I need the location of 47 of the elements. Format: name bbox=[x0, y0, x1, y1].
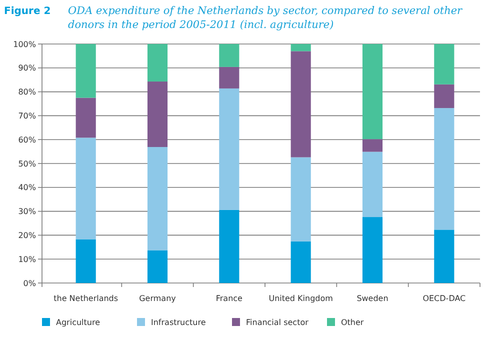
bar bbox=[434, 108, 454, 230]
bar bbox=[219, 66, 240, 88]
bar bbox=[290, 51, 311, 158]
legend-label: Agriculture bbox=[56, 318, 100, 327]
y-tick-label: 40% bbox=[18, 183, 36, 192]
x-tick-label: United Kingdom bbox=[268, 294, 334, 303]
bar bbox=[290, 44, 311, 52]
bar bbox=[76, 44, 96, 98]
bar bbox=[76, 98, 96, 138]
y-tick-label: 10% bbox=[18, 254, 36, 264]
y-tick-label: 20% bbox=[18, 231, 36, 240]
bar bbox=[219, 44, 240, 67]
bar bbox=[362, 217, 383, 283]
y-tick-label: 80% bbox=[18, 88, 36, 97]
bar bbox=[147, 44, 168, 82]
bar bbox=[219, 210, 240, 283]
bar bbox=[219, 88, 240, 210]
bar bbox=[434, 84, 454, 108]
chart-title: ODA expenditure of the Netherlands by sector, compared to several other donors in the period 2005-2011 (incl. agriculture) bbox=[68, 5, 464, 31]
x-tick-label: Germany bbox=[139, 294, 176, 303]
y-tick-label: 90% bbox=[18, 64, 36, 73]
bar bbox=[76, 239, 96, 283]
y-tick-label: 30% bbox=[18, 207, 36, 216]
bar bbox=[76, 138, 96, 240]
x-tick-label: Sweden bbox=[356, 294, 388, 303]
caption: Figure 2 bbox=[4, 6, 51, 17]
x-tick-label: France bbox=[216, 294, 243, 303]
bar bbox=[290, 241, 311, 283]
bar bbox=[147, 82, 168, 148]
legend-label: Financial sector bbox=[246, 318, 310, 327]
bar bbox=[362, 44, 383, 140]
bar bbox=[362, 152, 383, 218]
x-tick-label: OECD-DAC bbox=[422, 294, 466, 303]
y-tick-label: 50% bbox=[18, 159, 36, 168]
bar bbox=[290, 157, 311, 242]
legend-label: Infrastructure bbox=[151, 318, 206, 327]
bar bbox=[434, 230, 454, 283]
x-tick-label: the Netherlands bbox=[54, 294, 118, 303]
bar bbox=[147, 147, 168, 250]
y-tick-label: 60% bbox=[18, 135, 36, 144]
y-tick-label: 70% bbox=[18, 112, 36, 120]
y-tick-label: 100% bbox=[13, 40, 36, 49]
bar bbox=[434, 44, 454, 84]
y-tick-label: 0% bbox=[23, 278, 36, 288]
bar bbox=[147, 250, 168, 283]
bar bbox=[362, 139, 383, 152]
legend-label: Other bbox=[341, 318, 364, 327]
